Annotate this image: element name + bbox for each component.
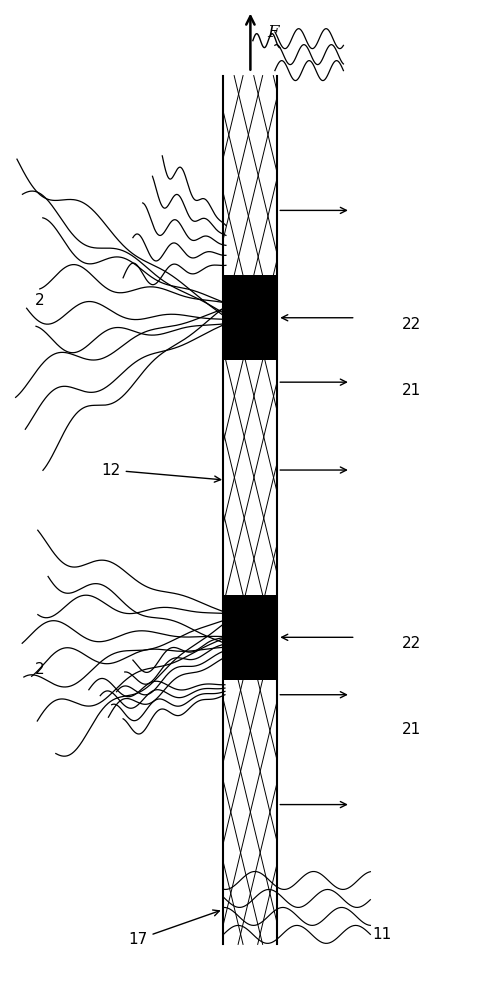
Bar: [223, 275, 277, 360]
Text: 12: 12: [102, 463, 220, 482]
Bar: [223, 595, 277, 680]
Text: F: F: [268, 24, 279, 41]
Text: 17: 17: [128, 910, 219, 947]
Text: 2: 2: [35, 293, 45, 308]
Text: 21: 21: [402, 383, 421, 398]
Text: 21: 21: [402, 722, 421, 737]
Text: 11: 11: [373, 927, 392, 942]
Text: 2: 2: [35, 662, 45, 677]
Bar: [223, 680, 277, 944]
Bar: [223, 360, 277, 595]
Text: 22: 22: [402, 636, 421, 651]
Text: 22: 22: [402, 317, 421, 332]
Bar: [223, 76, 277, 275]
